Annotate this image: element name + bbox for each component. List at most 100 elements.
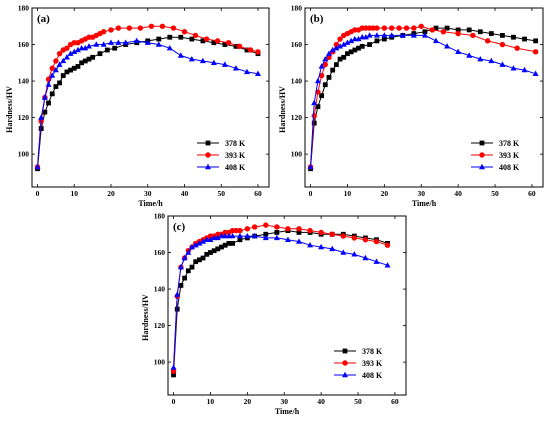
data-point-square — [488, 31, 494, 36]
series-triangle — [170, 232, 391, 370]
legend-label: 378 K — [225, 139, 246, 148]
data-point-square — [444, 25, 450, 31]
data-point-square — [57, 80, 62, 86]
x-axis-title: Time/h — [275, 407, 300, 416]
data-point-triangle — [362, 254, 369, 261]
data-point-triangle — [366, 32, 373, 38]
data-point-circle — [374, 25, 380, 31]
data-point-circle — [479, 152, 485, 158]
data-point-square — [381, 36, 387, 42]
data-point-circle — [307, 227, 313, 234]
data-point-circle — [247, 47, 254, 53]
data-point-circle — [389, 25, 395, 31]
data-point-square — [178, 34, 184, 40]
legend-label: 393 K — [362, 359, 383, 368]
data-point-circle — [484, 38, 491, 44]
series-line — [173, 224, 388, 372]
data-point-square — [315, 104, 321, 110]
data-point-circle — [373, 238, 380, 245]
data-point-circle — [362, 237, 369, 243]
y-tick-label: 160 — [291, 40, 303, 49]
y-tick-label: 180 — [291, 4, 303, 13]
data-point-triangle — [205, 163, 211, 170]
y-tick-label: 100 — [291, 150, 303, 159]
x-tick-label: 40 — [454, 189, 462, 198]
data-point-triangle — [41, 94, 48, 100]
data-point-square — [79, 60, 85, 66]
data-point-triangle — [214, 234, 221, 241]
data-point-square — [296, 230, 302, 235]
data-point-triangle — [477, 55, 484, 62]
panel-label: (b) — [310, 13, 324, 25]
data-point-square — [322, 82, 328, 88]
data-point-square — [455, 27, 461, 33]
data-point-square — [359, 43, 365, 49]
y-tick-label: 140 — [291, 77, 303, 86]
data-point-triangle — [499, 61, 506, 67]
x-tick-label: 20 — [107, 189, 115, 198]
data-point-triangle — [284, 236, 291, 242]
data-point-square — [356, 45, 361, 51]
x-tick-label: 60 — [528, 189, 536, 198]
data-point-square — [42, 109, 48, 115]
data-point-circle — [318, 72, 325, 79]
data-point-square — [222, 242, 228, 248]
data-point-triangle — [254, 70, 261, 76]
plot-frame — [31, 7, 270, 188]
x-tick-label: 10 — [207, 397, 215, 406]
data-point-square — [341, 54, 347, 60]
data-point-circle — [56, 50, 63, 57]
data-point-triangle — [273, 234, 280, 241]
data-point-square — [189, 264, 195, 270]
y-tick-label: 180 — [18, 4, 30, 13]
panel-label: (c) — [173, 221, 186, 233]
data-point-circle — [159, 23, 166, 29]
y-axis-title: Hardness/HV — [141, 294, 150, 341]
data-point-triangle — [510, 65, 517, 71]
data-point-circle — [205, 152, 211, 158]
data-point-triangle — [49, 72, 56, 78]
data-point-circle — [403, 25, 410, 31]
data-point-triangle — [85, 43, 92, 49]
series-square — [35, 34, 261, 172]
data-point-square — [60, 73, 66, 78]
plot-frame — [167, 215, 407, 396]
data-point-triangle — [244, 232, 251, 239]
data-point-square — [433, 25, 439, 31]
data-point-circle — [352, 27, 358, 33]
x-tick-label: 0 — [36, 189, 40, 198]
chart-panel: 0 10 20 30 40 50 60 100 120 140 160 180 Time/h Hardne… — [5, 4, 270, 208]
x-tick-label: 30 — [417, 189, 425, 198]
data-point-triangle — [322, 55, 329, 62]
x-axis-title: Time/h — [138, 199, 163, 208]
data-point-triangle — [318, 243, 325, 250]
data-point-circle — [108, 27, 114, 33]
data-point-square — [345, 51, 350, 57]
data-point-triangle — [196, 240, 203, 246]
data-point-triangle — [351, 251, 358, 257]
data-point-circle — [370, 25, 376, 31]
data-point-square — [337, 56, 343, 62]
legend-label: 408 K — [499, 163, 520, 172]
y-tick-label: 100 — [18, 150, 30, 159]
data-point-circle — [296, 226, 302, 232]
data-point-circle — [64, 45, 70, 51]
data-point-triangle — [381, 32, 388, 38]
data-point-triangle — [344, 39, 351, 45]
data-point-triangle — [67, 50, 74, 56]
data-point-triangle — [122, 39, 129, 45]
data-point-triangle — [295, 238, 302, 244]
data-point-square — [326, 75, 332, 80]
data-point-square — [189, 36, 195, 42]
data-point-triangle — [432, 37, 439, 44]
data-point-circle — [333, 41, 340, 48]
data-point-circle — [49, 65, 55, 71]
data-point-triangle — [200, 238, 207, 244]
data-point-triangle — [45, 81, 52, 87]
data-point-circle — [170, 368, 177, 374]
data-point-triangle — [170, 364, 177, 370]
data-point-circle — [359, 25, 365, 31]
data-point-triangle — [155, 41, 162, 47]
data-point-square — [182, 275, 188, 281]
series-line — [37, 36, 259, 169]
